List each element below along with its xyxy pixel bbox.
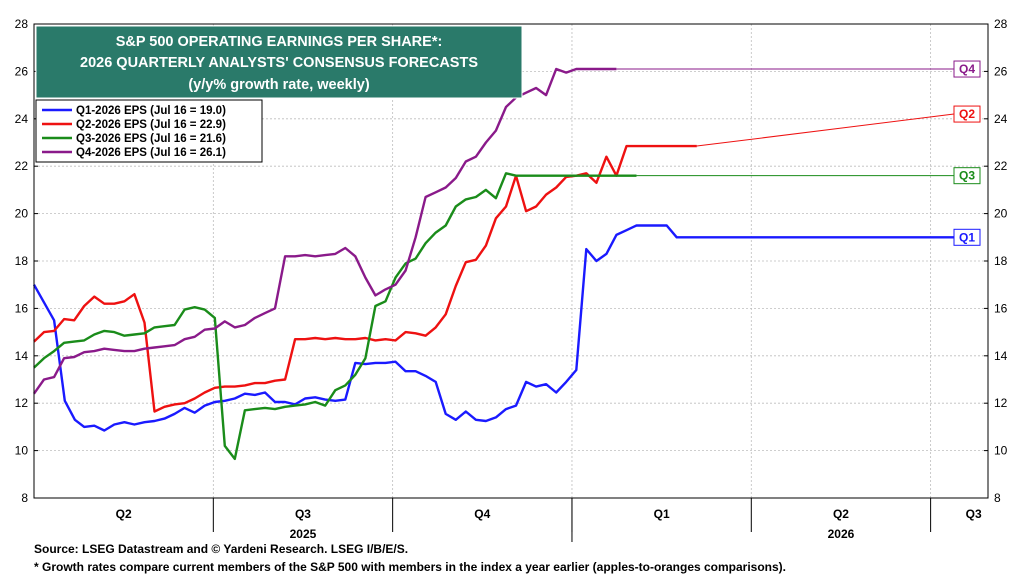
x-tick-label: Q3	[295, 507, 311, 521]
y-tick-label-left: 8	[21, 491, 28, 505]
end-label-box	[953, 105, 981, 123]
end-label-q2: Q2	[959, 107, 975, 121]
x-tick-label: Q2	[833, 507, 849, 521]
y-tick-label-right: 20	[994, 207, 1008, 221]
end-label-leader	[696, 113, 955, 147]
source-note: Source: LSEG Datastream and © Yardeni Re…	[34, 542, 409, 556]
x-tick-label: Q3	[966, 507, 982, 521]
y-tick-label-right: 12	[994, 396, 1008, 410]
end-labels: Q1 Q2 Q3 Q4	[616, 60, 981, 246]
legend-label: Q4-2026 EPS (Jul 16 = 26.1)	[76, 147, 226, 159]
title-line-1: S&P 500 OPERATING EARNINGS PER SHARE*:	[116, 34, 443, 50]
y-tick-label-left: 16	[15, 301, 29, 315]
title-box: S&P 500 OPERATING EARNINGS PER SHARE*: 2…	[35, 25, 523, 99]
legend-label: Q3-2026 EPS (Jul 16 = 21.6)	[76, 133, 226, 145]
end-label-q3: Q3	[959, 169, 975, 183]
y-tick-label-left: 14	[15, 349, 29, 363]
x-year-label: 2026	[828, 527, 855, 541]
plot-frame	[33, 23, 989, 499]
footnote: * Growth rates compare current members o…	[34, 560, 787, 574]
grid	[34, 24, 988, 498]
y-tick-label-left: 22	[15, 159, 29, 173]
end-label-box	[953, 60, 981, 78]
y-tick-label-right: 10	[994, 444, 1008, 458]
end-label-q4: Q4	[959, 62, 975, 76]
y-tick-label-right: 28	[994, 17, 1008, 31]
x-axis: Q2 Q3 Q4 Q1 Q2 Q3 2025 2026	[116, 498, 982, 542]
y-tick-label-right: 14	[994, 349, 1008, 363]
legend-label: Q2-2026 EPS (Jul 16 = 22.9)	[76, 119, 226, 131]
y-tick-label-left: 28	[15, 17, 29, 31]
series-line-q1	[32, 224, 958, 432]
legend: Q1-2026 EPS (Jul 16 = 19.0) Q2-2026 EPS (…	[35, 99, 263, 163]
series-line-q3	[33, 172, 637, 461]
y-tick-label-left: 12	[15, 396, 29, 410]
y-axis-right: 8 10 12 14 16 18 20 22 24 26 28	[984, 17, 1008, 505]
y-tick-label-right: 24	[994, 112, 1008, 126]
y-tick-label-left: 24	[15, 112, 29, 126]
series-lines	[32, 67, 958, 461]
y-tick-label-left: 20	[15, 207, 29, 221]
legend-label: Q1-2026 EPS (Jul 16 = 19.0)	[76, 105, 226, 117]
y-tick-label-right: 16	[994, 301, 1008, 315]
y-tick-label-left: 18	[15, 254, 29, 268]
y-tick-label-right: 22	[994, 159, 1008, 173]
series-line-q2	[33, 144, 697, 413]
y-tick-label-right: 18	[994, 254, 1008, 268]
y-tick-label-left: 26	[15, 64, 29, 78]
end-label-q1: Q1	[959, 230, 975, 244]
y-axis-left: 8 10 12 14 16 18 20 22 24 26 28	[15, 17, 38, 505]
title-line-2: 2026 QUARTERLY ANALYSTS' CONSENSUS FOREC…	[80, 55, 478, 71]
y-tick-label-right: 26	[994, 64, 1008, 78]
title-line-3: (y/y% growth rate, weekly)	[188, 77, 369, 93]
end-label-box	[953, 228, 981, 246]
x-tick-label: Q2	[116, 507, 132, 521]
end-label-box	[953, 167, 981, 185]
y-tick-label-left: 10	[15, 444, 29, 458]
x-year-label: 2025	[290, 527, 317, 541]
x-tick-label: Q1	[654, 507, 670, 521]
x-tick-label: Q4	[474, 507, 490, 521]
y-tick-label-right: 8	[994, 491, 1001, 505]
